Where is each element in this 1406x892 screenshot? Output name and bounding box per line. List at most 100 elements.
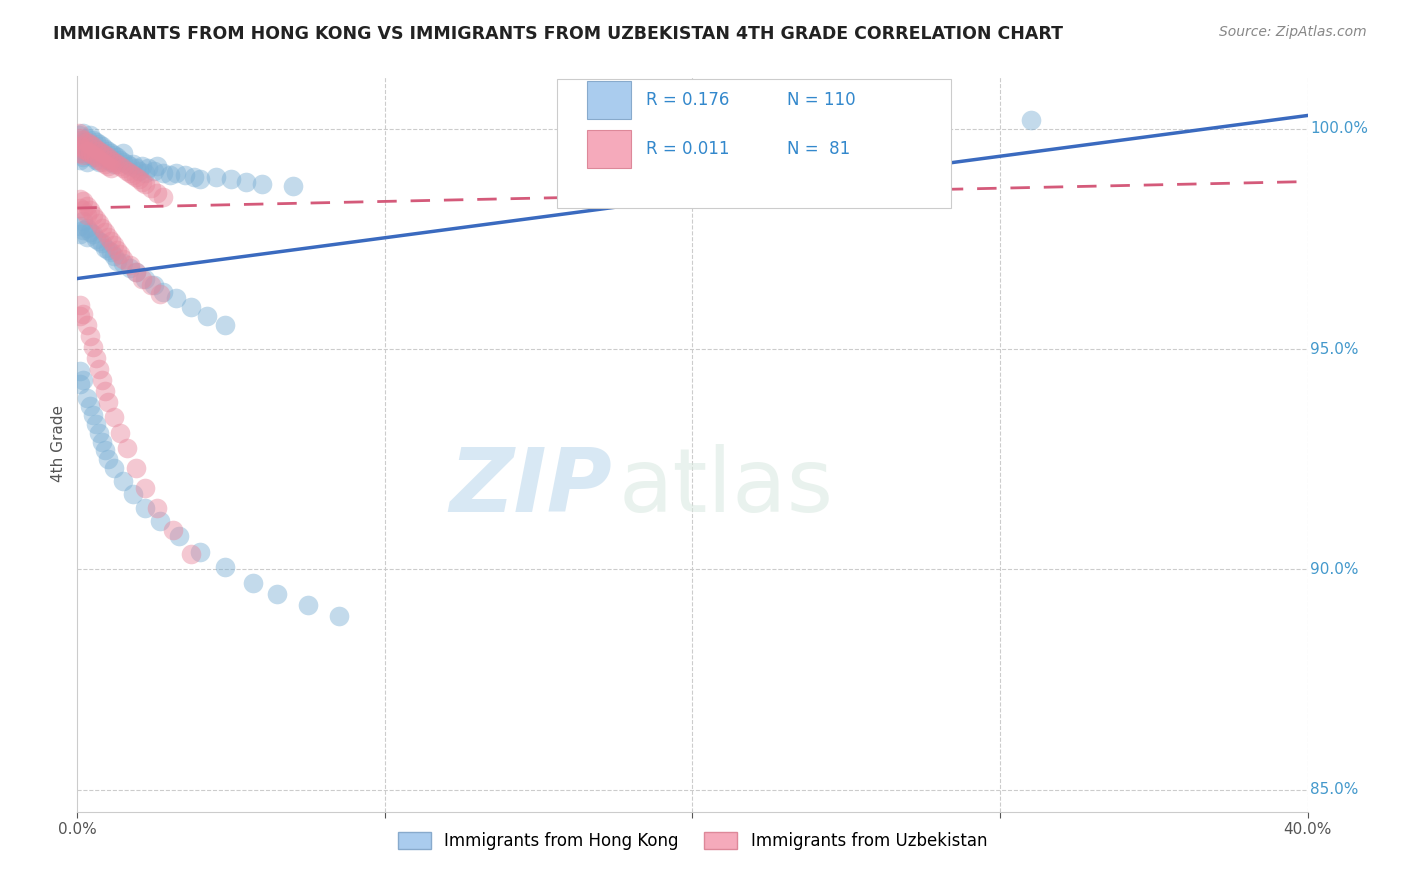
Point [297, 598, 319, 612]
Point [79, 328, 101, 343]
Text: atlas: atlas [619, 444, 834, 532]
Point [82, 227, 104, 242]
Point [242, 575, 264, 590]
Point [152, 190, 174, 204]
Point [72, 150, 94, 164]
Point [79, 137, 101, 152]
Point [214, 560, 236, 574]
Point [110, 425, 132, 440]
Point [76, 391, 98, 405]
Point [84, 417, 107, 431]
Point [118, 258, 141, 272]
Point [134, 166, 156, 180]
Point [134, 481, 156, 495]
Y-axis label: 4th Grade: 4th Grade [51, 405, 66, 483]
FancyBboxPatch shape [557, 79, 950, 209]
Text: 85.0%: 85.0% [1310, 782, 1358, 797]
Point [103, 250, 125, 264]
Text: R = 0.176: R = 0.176 [645, 91, 730, 109]
Point [87, 425, 110, 440]
Point [69, 227, 91, 242]
Point [79, 400, 101, 414]
Point [159, 168, 181, 182]
Point [146, 186, 169, 200]
Point [69, 153, 91, 167]
Point [94, 157, 117, 171]
Point [87, 216, 110, 230]
Point [72, 223, 94, 237]
Point [134, 177, 156, 191]
Point [90, 434, 114, 449]
Point [103, 461, 125, 475]
Point [180, 300, 202, 314]
Point [152, 166, 174, 180]
Point [90, 139, 114, 153]
Point [118, 159, 141, 173]
Point [112, 252, 135, 266]
Point [69, 201, 91, 215]
Point [82, 340, 104, 354]
Point [82, 142, 104, 156]
Point [84, 135, 107, 149]
Point [84, 212, 107, 227]
Point [125, 161, 148, 176]
Point [128, 163, 150, 178]
Point [100, 145, 122, 160]
Point [82, 150, 104, 164]
Point [69, 145, 91, 160]
Text: 90.0%: 90.0% [1310, 562, 1358, 577]
Point [90, 220, 114, 235]
Point [97, 144, 120, 158]
Point [69, 192, 91, 206]
Point [328, 608, 350, 623]
Point [69, 130, 91, 145]
Point [131, 271, 153, 285]
Text: Source: ZipAtlas.com: Source: ZipAtlas.com [1219, 25, 1367, 39]
Point [112, 154, 135, 169]
Point [97, 395, 120, 409]
Point [141, 181, 163, 195]
Point [105, 157, 128, 171]
Point [94, 225, 117, 239]
Point [69, 137, 91, 152]
Point [146, 159, 169, 173]
Point [195, 309, 218, 323]
Point [149, 514, 172, 528]
Point [76, 229, 98, 244]
Point [79, 145, 101, 160]
Point [131, 159, 153, 173]
Point [110, 153, 132, 167]
Point [90, 154, 114, 169]
Point [76, 148, 98, 162]
Point [97, 159, 120, 173]
Text: 95.0%: 95.0% [1310, 342, 1358, 357]
Point [115, 163, 138, 178]
Point [90, 148, 114, 162]
Point [118, 260, 141, 275]
Point [152, 285, 174, 299]
Point [82, 133, 104, 147]
Point [281, 179, 304, 194]
Point [69, 309, 91, 323]
Point [100, 154, 122, 169]
Point [76, 220, 98, 235]
Point [87, 145, 110, 160]
Point [69, 364, 91, 378]
Point [204, 170, 226, 185]
Point [67, 128, 90, 143]
Point [180, 547, 202, 561]
Point [100, 234, 122, 248]
Point [82, 148, 104, 162]
Point [79, 225, 101, 239]
Point [76, 154, 98, 169]
Point [100, 245, 122, 260]
Point [94, 443, 117, 458]
Text: N = 110: N = 110 [787, 91, 856, 109]
Point [72, 373, 94, 387]
Point [125, 265, 148, 279]
Point [143, 163, 166, 178]
Point [84, 150, 107, 164]
Point [72, 144, 94, 158]
Point [97, 229, 120, 244]
Point [97, 153, 120, 167]
